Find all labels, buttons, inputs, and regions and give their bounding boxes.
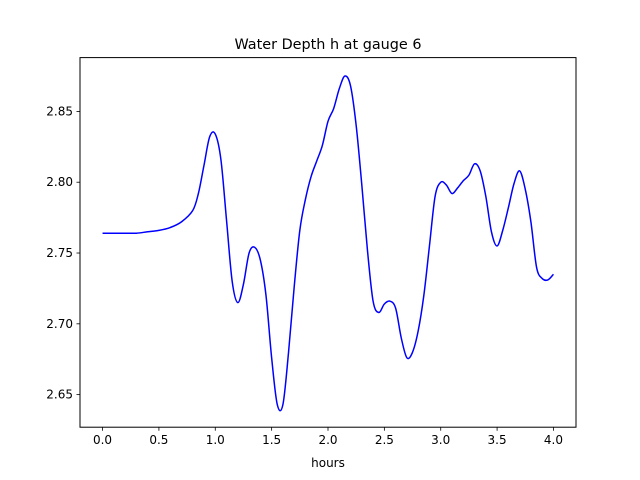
- x-tick-label: 2.5: [375, 433, 394, 447]
- y-tick-label: 2.70: [46, 317, 73, 331]
- x-tick-label: 4.0: [544, 433, 563, 447]
- chart-title: Water Depth h at gauge 6: [234, 37, 421, 53]
- y-tick-label: 2.80: [46, 175, 73, 189]
- y-tick-label: 2.85: [46, 104, 73, 118]
- x-tick-label: 1.5: [262, 433, 281, 447]
- x-tick-label: 0.5: [149, 433, 168, 447]
- series-line: [102, 75, 555, 412]
- x-tick-label: 0.0: [93, 433, 112, 447]
- x-tick-label: 2.0: [318, 433, 337, 447]
- y-tick-label: 2.75: [46, 246, 73, 260]
- x-axis-label: hours: [311, 456, 345, 470]
- x-tick-label: 1.0: [206, 433, 225, 447]
- x-tick-label: 3.5: [488, 433, 507, 447]
- y-axis: 2.65 2.70 2.75 2.80 2.85: [46, 104, 80, 402]
- x-tick-label: 3.0: [431, 433, 450, 447]
- y-tick-label: 2.65: [46, 388, 73, 402]
- plot-frame: [79, 57, 577, 428]
- x-axis: 0.0 0.5 1.0 1.5 2.0 2.5 3.0 3.5 4.0: [93, 427, 563, 447]
